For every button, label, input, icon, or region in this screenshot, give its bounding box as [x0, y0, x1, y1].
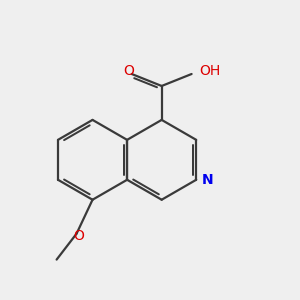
Text: OH: OH: [199, 64, 220, 78]
Text: O: O: [124, 64, 134, 78]
Text: O: O: [73, 229, 84, 243]
Text: N: N: [202, 173, 214, 187]
